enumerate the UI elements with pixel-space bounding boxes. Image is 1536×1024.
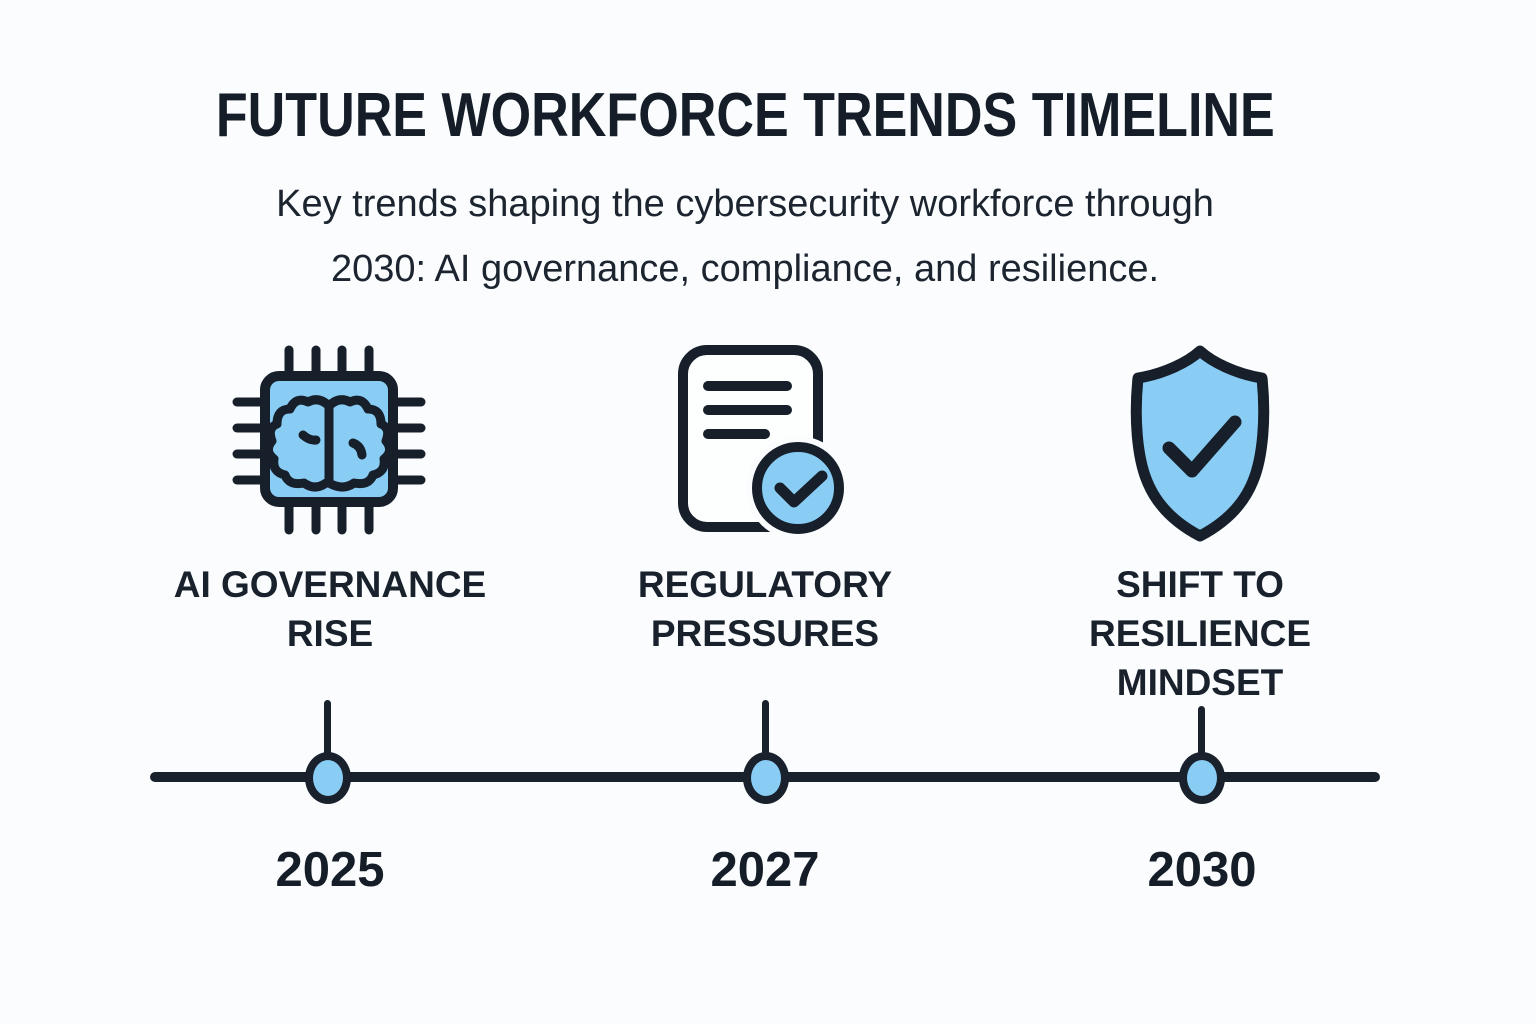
page-title-text: FUTURE WORKFORCE TRENDS TIMELINE: [215, 81, 1275, 150]
milestone-2030: SHIFT TO RESILIENCE MINDSET: [980, 335, 1420, 707]
milestone-label-line: SHIFT TO: [1116, 564, 1284, 605]
document-check-icon: [650, 330, 880, 560]
milestone-label-line: RISE: [286, 613, 374, 654]
milestone-label-line: AI GOVERNANCE: [173, 564, 487, 605]
shield-check-icon: [1085, 335, 1315, 565]
milestone-label: AI GOVERNANCE RISE: [110, 560, 550, 658]
milestone-2025: AI GOVERNANCE RISE: [110, 340, 550, 658]
milestone-label-line: RESILIENCE: [1088, 613, 1312, 654]
milestone-label-line: REGULATORY: [637, 564, 893, 605]
ai-chip-brain-icon: [215, 340, 445, 570]
year-label: 2025: [275, 843, 385, 897]
timeline-tick: [762, 700, 769, 760]
page-subtitle: Key trends shaping the cybersecurity wor…: [0, 172, 1490, 302]
milestone-2027: REGULATORY PRESSURES: [545, 330, 985, 658]
milestone-label-line: MINDSET: [1116, 662, 1284, 703]
milestone-label: SHIFT TO RESILIENCE MINDSET: [980, 560, 1420, 707]
milestone-label: REGULATORY PRESSURES: [545, 560, 985, 658]
timeline-tick: [1198, 706, 1205, 760]
subtitle-line-2: 2030: AI governance, compliance, and res…: [330, 248, 1160, 290]
milestone-label-line: PRESSURES: [650, 613, 880, 654]
timeline-node: [305, 752, 351, 804]
timeline-node: [1179, 752, 1225, 804]
timeline-node: [743, 752, 789, 804]
year-label: 2027: [710, 843, 820, 897]
year-label: 2030: [1147, 843, 1257, 897]
page-title: FUTURE WORKFORCE TRENDS TIMELINE: [0, 80, 1490, 151]
timeline-tick: [324, 700, 331, 760]
subtitle-line-1: Key trends shaping the cybersecurity wor…: [276, 183, 1214, 225]
